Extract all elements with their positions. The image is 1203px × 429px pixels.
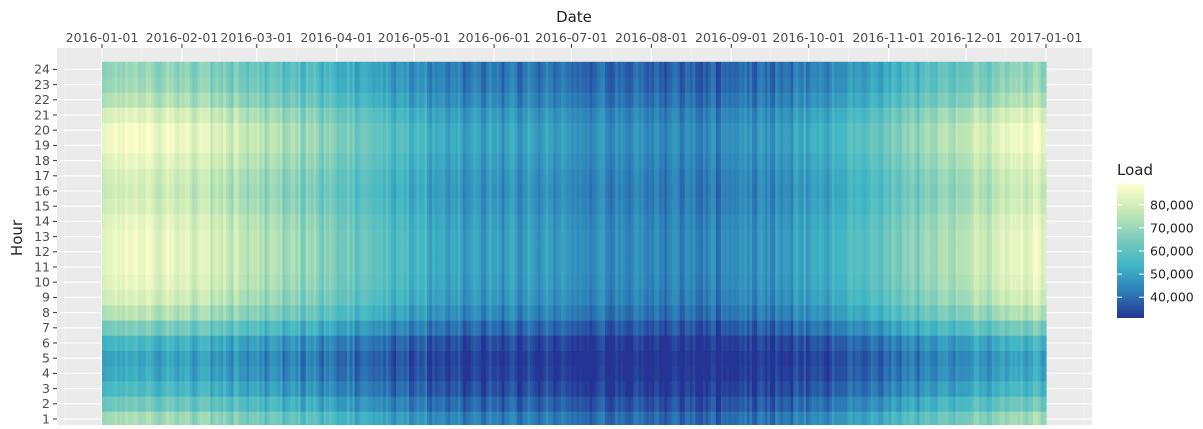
- heatmap-cells: [102, 62, 1047, 425]
